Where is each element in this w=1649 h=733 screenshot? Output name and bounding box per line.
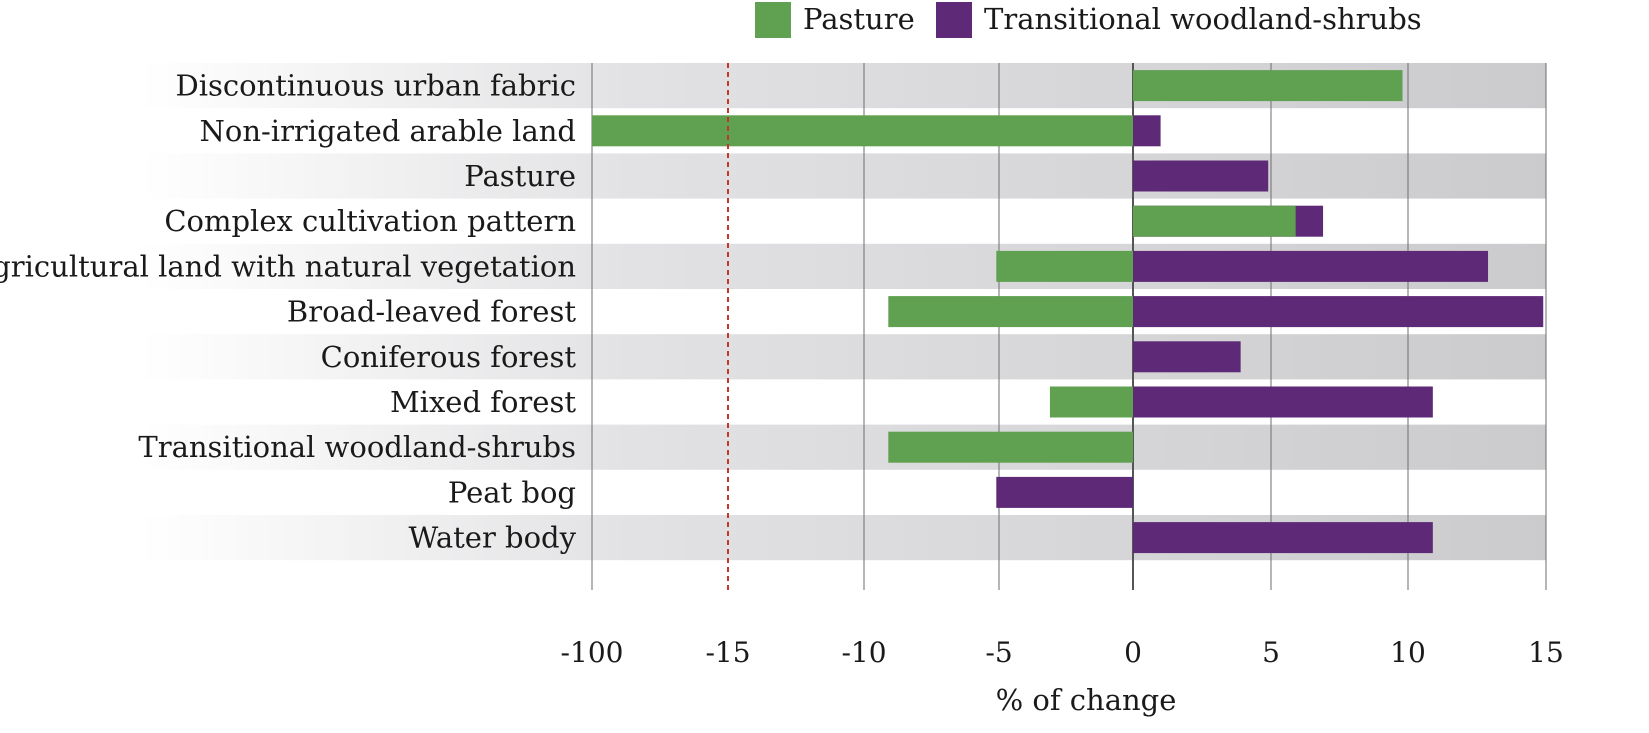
legend-swatch-transitional-woodland-shrubs <box>936 2 972 38</box>
bar-transitional-woodland-shrubs-non-irrigated-arable-land <box>1133 115 1161 147</box>
bar-transitional-woodland-shrubs-agricultural-land-with-natural-vegetation <box>1133 250 1489 282</box>
category-label: Coniferous forest <box>321 340 577 374</box>
row-background <box>140 153 1546 199</box>
category-label: Non-irrigated arable land <box>199 114 576 148</box>
category-label: Transitional woodland-shrubs <box>138 430 576 464</box>
bar-pasture-non-irrigated-arable-land <box>592 115 1133 147</box>
bar-transitional-woodland-shrubs-water-body <box>1133 522 1433 554</box>
legend-label-pasture: Pasture <box>803 2 915 36</box>
category-labels: Discontinuous urban fabric Non-irrigated … <box>0 69 577 555</box>
category-label: Agricultural land with natural vegetatio… <box>0 249 576 283</box>
bar-pasture-discontinuous-urban-fabric <box>1133 70 1403 102</box>
category-label: Peat bog <box>448 475 576 509</box>
x-tick-label: 5 <box>1262 636 1280 669</box>
bars <box>592 70 1544 554</box>
x-axis-title: % of change <box>996 683 1177 717</box>
category-label: Water body <box>409 521 577 555</box>
x-tick-label: -15 <box>705 636 750 669</box>
category-label: Mixed forest <box>390 385 576 419</box>
bar-pasture-agricultural-land-with-natural-vegetation <box>996 250 1133 282</box>
row-background <box>140 334 1546 380</box>
x-tick-label: 15 <box>1528 636 1564 669</box>
category-label: Discontinuous urban fabric <box>175 69 576 103</box>
x-tick-label: -100 <box>561 636 624 669</box>
legend: Pasture Transitional woodland-shrubs <box>755 2 1422 38</box>
bar-pasture-broad-leaved-forest <box>888 296 1133 328</box>
bar-pasture-transitional-woodland-shrubs <box>888 431 1133 463</box>
bar-transitional-woodland-shrubs-coniferous-forest <box>1133 341 1241 373</box>
category-label: Complex cultivation pattern <box>164 204 576 238</box>
x-tick-label: 10 <box>1390 636 1426 669</box>
legend-label-transitional-woodland-shrubs: Transitional woodland-shrubs <box>984 2 1422 36</box>
x-tick-labels: -100 -15 -10 -5 0 5 10 15 <box>561 636 1564 669</box>
category-label: Broad-leaved forest <box>287 295 576 329</box>
bar-transitional-woodland-shrubs-broad-leaved-forest <box>1133 296 1544 328</box>
bar-transitional-woodland-shrubs-pasture <box>1133 160 1269 192</box>
x-tick-label: -5 <box>985 636 1012 669</box>
row-background <box>140 424 1546 470</box>
x-tick-label: 0 <box>1124 636 1142 669</box>
x-tick-label: -10 <box>841 636 886 669</box>
bar-transitional-woodland-shrubs-mixed-forest <box>1133 386 1433 418</box>
bar-pasture-mixed-forest <box>1049 386 1133 418</box>
bar-transitional-woodland-shrubs-peat-bog <box>996 476 1133 508</box>
legend-swatch-pasture <box>755 2 791 38</box>
bar-pasture-complex-cultivation-pattern <box>1133 205 1296 237</box>
category-label: Pasture <box>464 159 576 193</box>
